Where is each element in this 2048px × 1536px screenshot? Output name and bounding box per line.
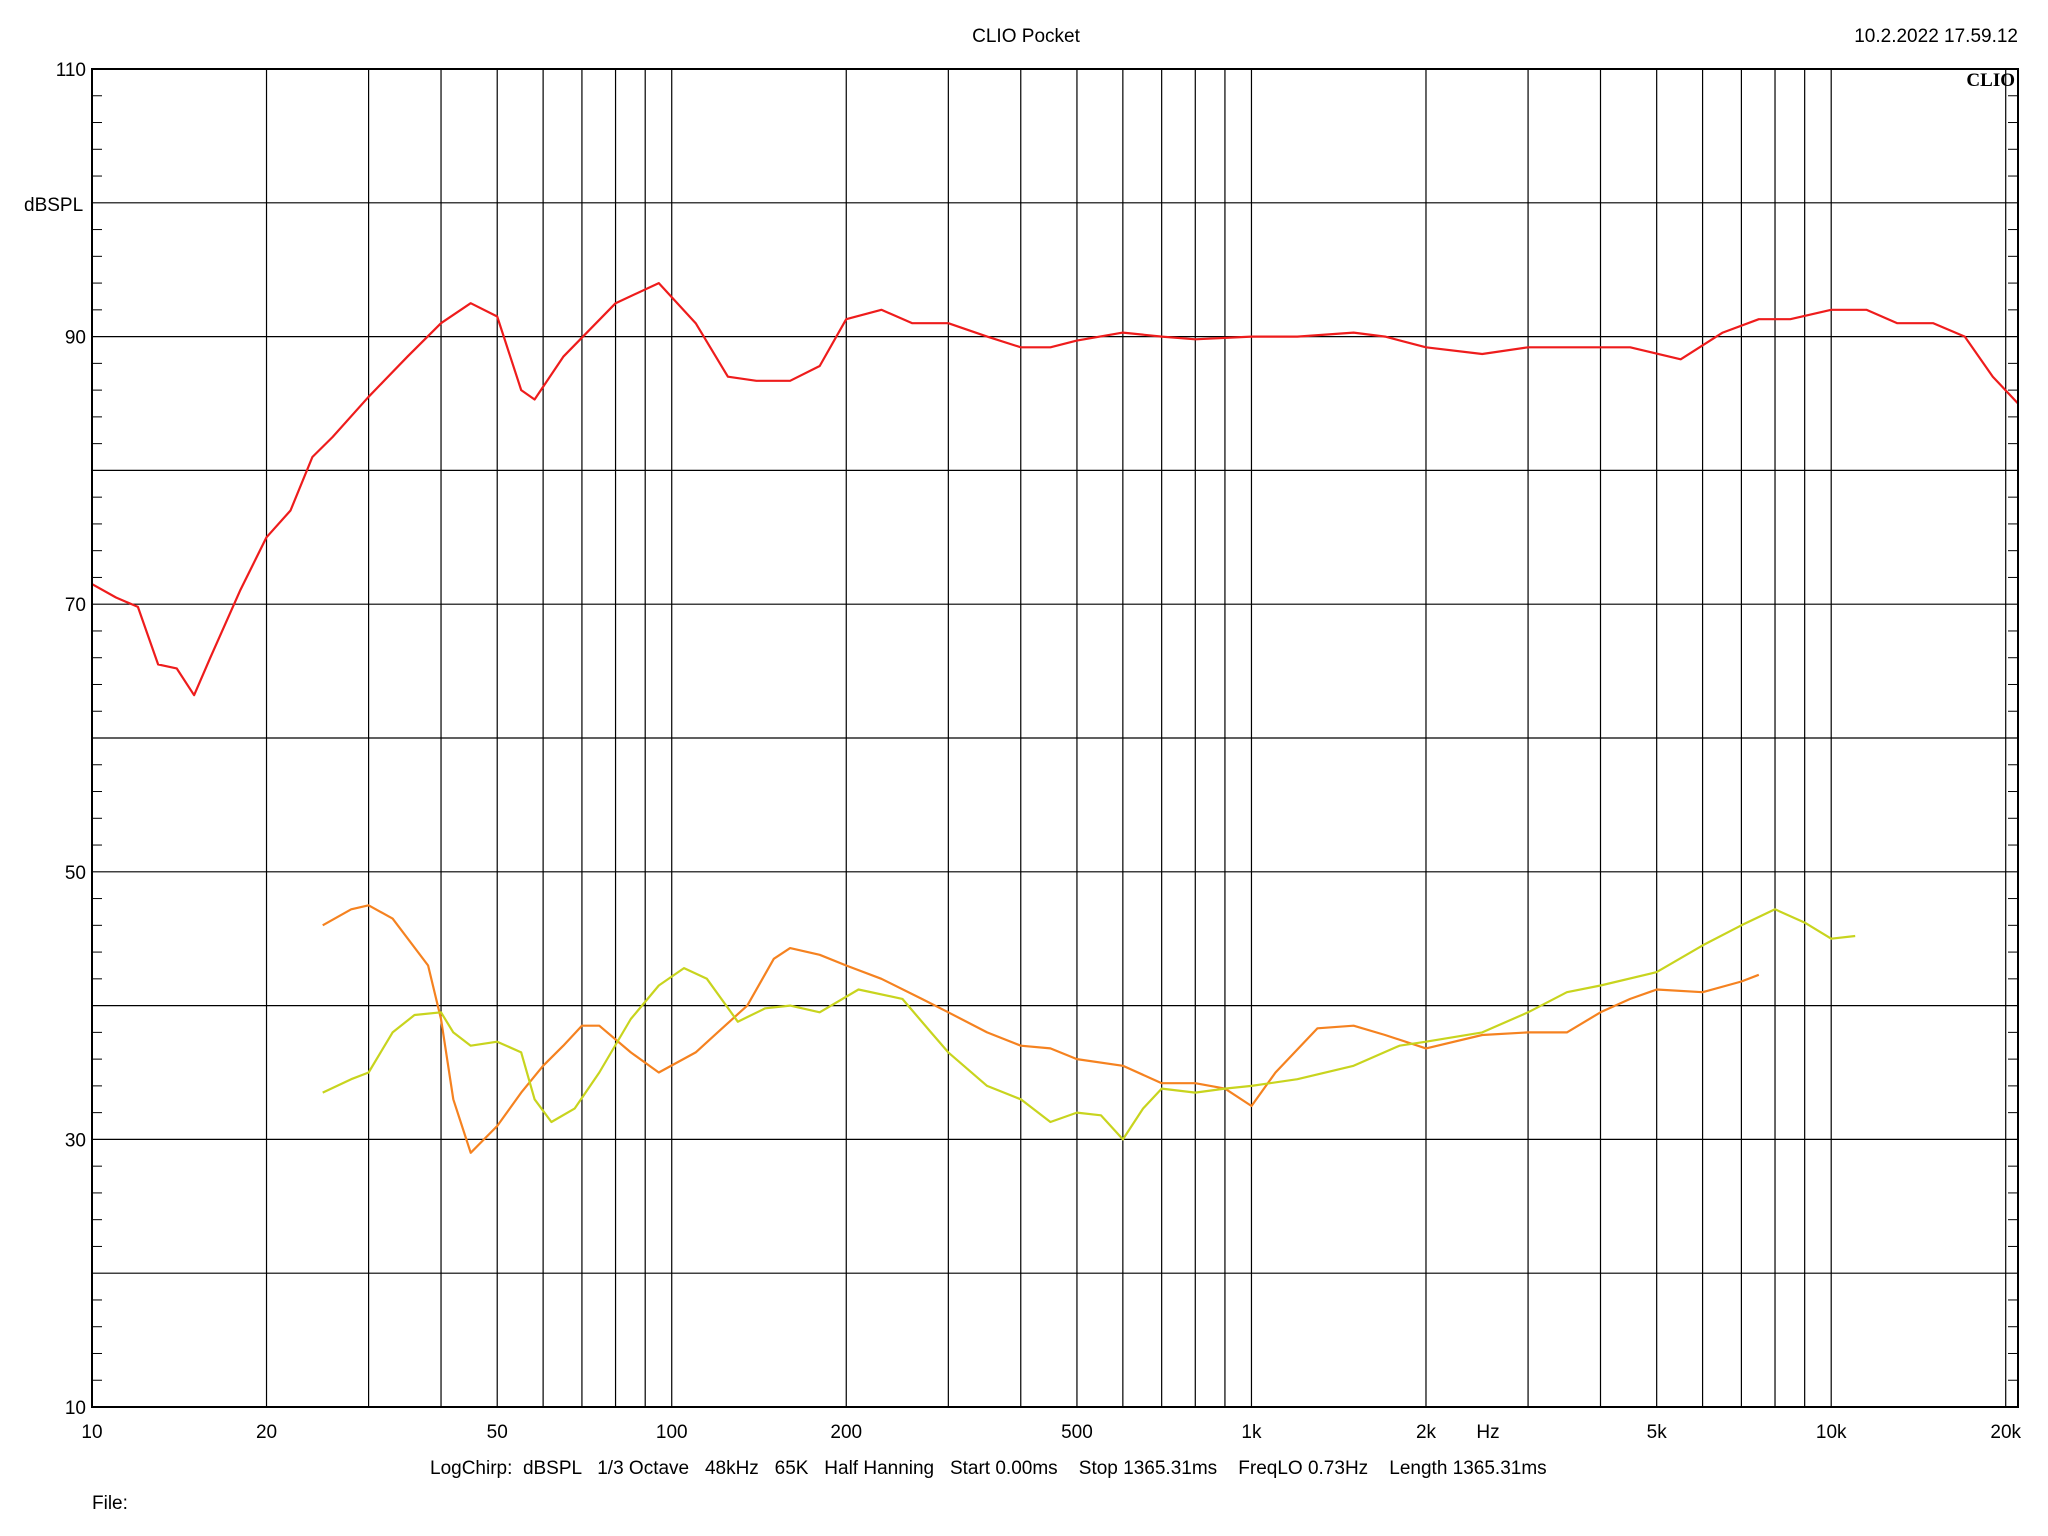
y-axis-ticks: 10 30 50 70 90 110 [56, 60, 86, 1419]
x-tick-label: 5k [1647, 1422, 1668, 1443]
timestamp: 10.2.2022 17.59.12 [1854, 26, 2018, 47]
y-axis-label: dBSPL [24, 195, 83, 216]
series-line-3 [322, 908, 1856, 1141]
x-axis-ticks: 10 20 50 100 200 500 1k 2k 5k 10k 20k [81, 1422, 2021, 1443]
x-tick-label: 10k [1816, 1422, 1847, 1443]
x-tick-label: 100 [656, 1422, 688, 1443]
clio-logo: CLIO [1966, 70, 2015, 91]
y-tick-label: 30 [65, 1130, 86, 1151]
x-tick-label: 2k [1416, 1422, 1437, 1443]
plot-frame [91, 68, 2019, 1408]
x-tick-label: 1k [1241, 1422, 1262, 1443]
y-tick-label: 70 [65, 595, 86, 616]
x-axis-label: Hz [1476, 1422, 1499, 1443]
x-tick-label: 50 [487, 1422, 508, 1443]
series-group [91, 282, 2019, 1154]
file-label: File: [92, 1493, 128, 1514]
y-tick-label: 110 [56, 60, 86, 81]
x-tick-label: 200 [830, 1422, 862, 1443]
x-tick-label: 500 [1061, 1422, 1093, 1443]
chart-title: CLIO Pocket [972, 26, 1080, 47]
y-tick-label: 50 [65, 863, 86, 884]
series-line-1 [91, 282, 2019, 697]
series-line-2 [322, 904, 1760, 1154]
measurement-settings: LogChirp: dBSPL 1/3 Octave 48kHz 65K Hal… [430, 1458, 1547, 1479]
x-tick-label: 10 [81, 1422, 102, 1443]
y-tick-label: 10 [65, 1398, 86, 1419]
x-tick-label: 20 [256, 1422, 277, 1443]
grid [92, 69, 2018, 1407]
y-tick-label: 90 [65, 328, 86, 349]
x-tick-label: 20k [1990, 1422, 2021, 1443]
